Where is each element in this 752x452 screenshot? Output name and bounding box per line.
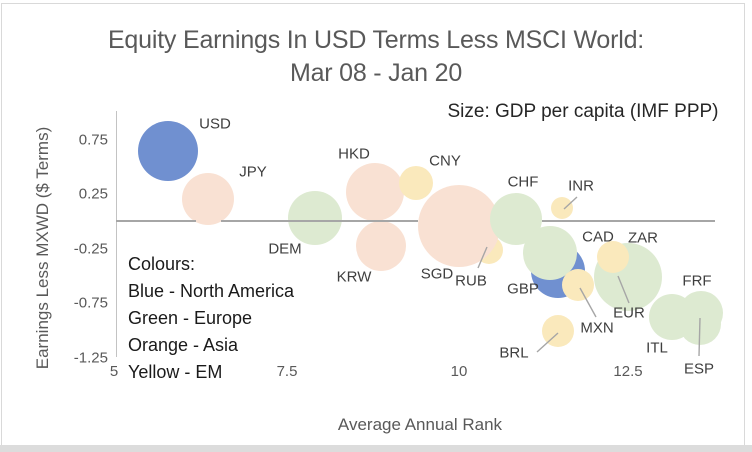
chart-title-line1: Equity Earnings In USD Terms Less MSCI W…	[107, 26, 645, 54]
point-label-HKD: HKD	[338, 145, 370, 163]
color-legend: Colours: Blue - North America Green - Eu…	[128, 251, 294, 386]
point-label-ESP: ESP	[683, 360, 715, 378]
x-tick-7.5: 7.5	[276, 363, 298, 380]
zero-line-segment-0	[116, 220, 196, 222]
bubble-INR	[551, 197, 573, 219]
legend-item-europe: Green - Europe	[128, 308, 253, 328]
x-tick-5: 5	[109, 363, 119, 380]
point-label-CAD: CAD	[582, 228, 614, 246]
chart-title-line2: Mar 08 - Jan 20	[289, 59, 463, 87]
y-tick--1.25: -1.25	[73, 349, 108, 367]
point-label-DEM: DEM	[268, 240, 302, 258]
point-label-ITL: ITL	[646, 339, 668, 357]
point-label-ZAR: ZAR	[628, 229, 658, 247]
bubble-ITL	[649, 294, 695, 340]
legend-item-north-america: Blue - North America	[128, 281, 295, 301]
bubble-DEM	[288, 191, 342, 245]
bubble-SGD	[418, 185, 500, 267]
point-label-INR: INR	[568, 177, 594, 195]
legend-item-em: Yellow - EM	[128, 362, 223, 382]
point-label-USD: USD	[199, 115, 231, 133]
y-tick--0.25: -0.25	[73, 240, 108, 258]
bubble-KRW	[356, 221, 406, 271]
point-label-KRW: KRW	[336, 268, 372, 286]
bubble-JPY	[182, 173, 234, 225]
y-tick-0.75: 0.75	[78, 131, 108, 149]
point-label-CHF: CHF	[507, 173, 539, 191]
point-label-RUB: RUB	[455, 272, 487, 290]
legend-item-asia: Orange - Asia	[128, 335, 239, 355]
point-label-MXN: MXN	[580, 319, 614, 337]
bubble-ZAR	[597, 241, 629, 273]
point-label-FRF: FRF	[682, 272, 712, 290]
x-axis-title: Average Annual Rank	[337, 415, 503, 434]
bubble-USD	[138, 121, 198, 181]
bottom-background-band	[0, 445, 752, 452]
y-tick-0.25: 0.25	[78, 185, 108, 203]
zero-line-segment-1	[221, 220, 418, 222]
point-label-EUR: EUR	[613, 304, 645, 322]
size-encoding-note: Size: GDP per capita (IMF PPP)	[447, 101, 719, 122]
legend-heading: Colours:	[128, 254, 196, 274]
point-label-SGD: SGD	[420, 265, 454, 283]
bubble-MXN	[562, 269, 594, 301]
x-tick-10: 10	[450, 363, 468, 380]
point-label-JPY: JPY	[239, 163, 267, 181]
bubble-CNY	[399, 166, 433, 200]
point-label-CNY: CNY	[429, 152, 461, 170]
y-tick--0.75: -0.75	[73, 294, 108, 312]
point-label-GBP: GBP	[507, 280, 539, 298]
y-axis-line	[116, 111, 117, 357]
point-label-BRL: BRL	[499, 344, 529, 362]
zero-line-segment-2	[542, 220, 715, 222]
bubble-HKD	[346, 163, 404, 221]
bubble-BRL	[542, 315, 574, 347]
x-tick-12.5: 12.5	[613, 363, 643, 380]
